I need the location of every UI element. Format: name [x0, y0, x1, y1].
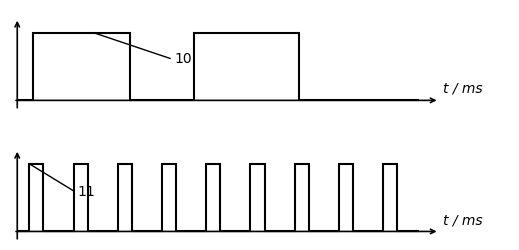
- Text: t / ms: t / ms: [444, 82, 483, 96]
- Text: 10: 10: [174, 52, 192, 66]
- Text: t / ms: t / ms: [444, 212, 483, 226]
- Text: 11: 11: [77, 184, 95, 198]
